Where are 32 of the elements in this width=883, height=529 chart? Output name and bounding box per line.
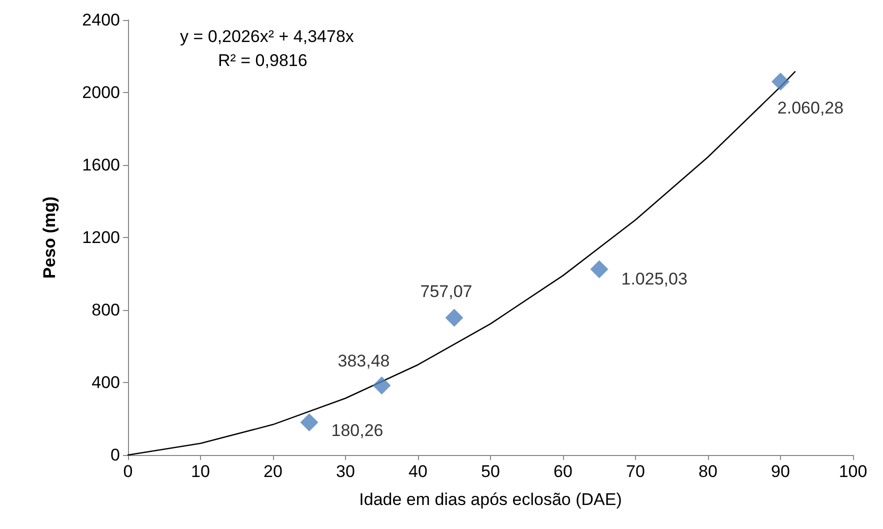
x-tick-label: 60 [554, 462, 572, 481]
x-tick-label: 100 [838, 462, 868, 481]
point [300, 413, 318, 432]
x-tick-label: 80 [698, 462, 718, 481]
x-tick-label: 0 [123, 462, 133, 481]
x-tick-label: 20 [264, 462, 282, 481]
y-tick-label: 2000 [82, 83, 120, 102]
point [372, 376, 391, 394]
y-tick-label: 400 [92, 373, 120, 392]
data-label: 2.060,28 [777, 98, 844, 118]
y-tick-label: 0 [110, 446, 120, 464]
y-axis-title: Peso (mg) [40, 196, 59, 279]
point [772, 72, 790, 91]
y-tick-label: 2400 [82, 10, 120, 30]
point [445, 308, 464, 327]
y-tick-label: 1200 [82, 228, 120, 247]
x-tick-label: 10 [191, 462, 210, 481]
annotation: y = 0,2026x² + 4,3478x [180, 27, 354, 46]
data-label: 757,07 [420, 282, 472, 301]
data-label: 1.025,03 [621, 270, 688, 289]
data-label: 383,48 [338, 351, 390, 370]
x-tick-label: 90 [771, 462, 790, 481]
y-tick-label: 1600 [82, 156, 120, 174]
annotation: R² = 0,9816 [218, 51, 308, 70]
x-tick-label: 70 [626, 462, 645, 481]
data-label: 180,26 [331, 420, 384, 440]
x-tick-label: 50 [481, 462, 500, 481]
y-tick-label: 800 [92, 300, 120, 320]
point [590, 260, 608, 278]
x-tick-label: 40 [408, 462, 428, 481]
x-axis-title: Idade em dias após eclosão (DAE) [359, 490, 622, 509]
x-tick-label: 30 [336, 462, 355, 481]
